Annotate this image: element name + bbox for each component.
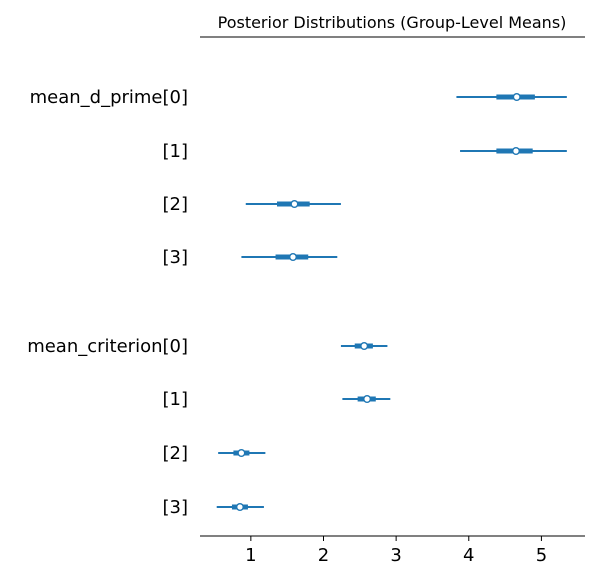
- x-axis-ticks: 1 2 3 4 5: [245, 536, 547, 566]
- row-label: mean_criterion[0]: [27, 336, 188, 357]
- chart-title: Posterior Distributions (Group-Level Mea…: [218, 13, 567, 32]
- x-tick-label: 4: [463, 545, 474, 566]
- x-tick-label: 1: [245, 545, 256, 566]
- mean-point: [512, 92, 521, 101]
- x-tick-label: 2: [318, 545, 329, 566]
- row-label: [2]: [163, 194, 189, 215]
- mean-point: [237, 449, 246, 458]
- row-label: [2]: [163, 443, 189, 464]
- mean-point: [235, 503, 244, 512]
- mean-point: [290, 199, 299, 208]
- x-tick-label: 5: [536, 545, 547, 566]
- row-label: [3]: [163, 497, 189, 518]
- forest-rows: mean_d_prime[0] [1] [2] [3] mean_criterion[0…: [27, 87, 567, 518]
- row-label: [1]: [163, 141, 189, 162]
- row-label: [3]: [163, 247, 189, 268]
- mean-point: [511, 146, 520, 155]
- mean-point: [360, 342, 369, 351]
- row-label: [1]: [163, 389, 189, 410]
- x-tick-label: 3: [390, 545, 401, 566]
- mean-point: [288, 252, 297, 261]
- row-label: mean_d_prime[0]: [30, 87, 188, 108]
- mean-point: [363, 395, 372, 404]
